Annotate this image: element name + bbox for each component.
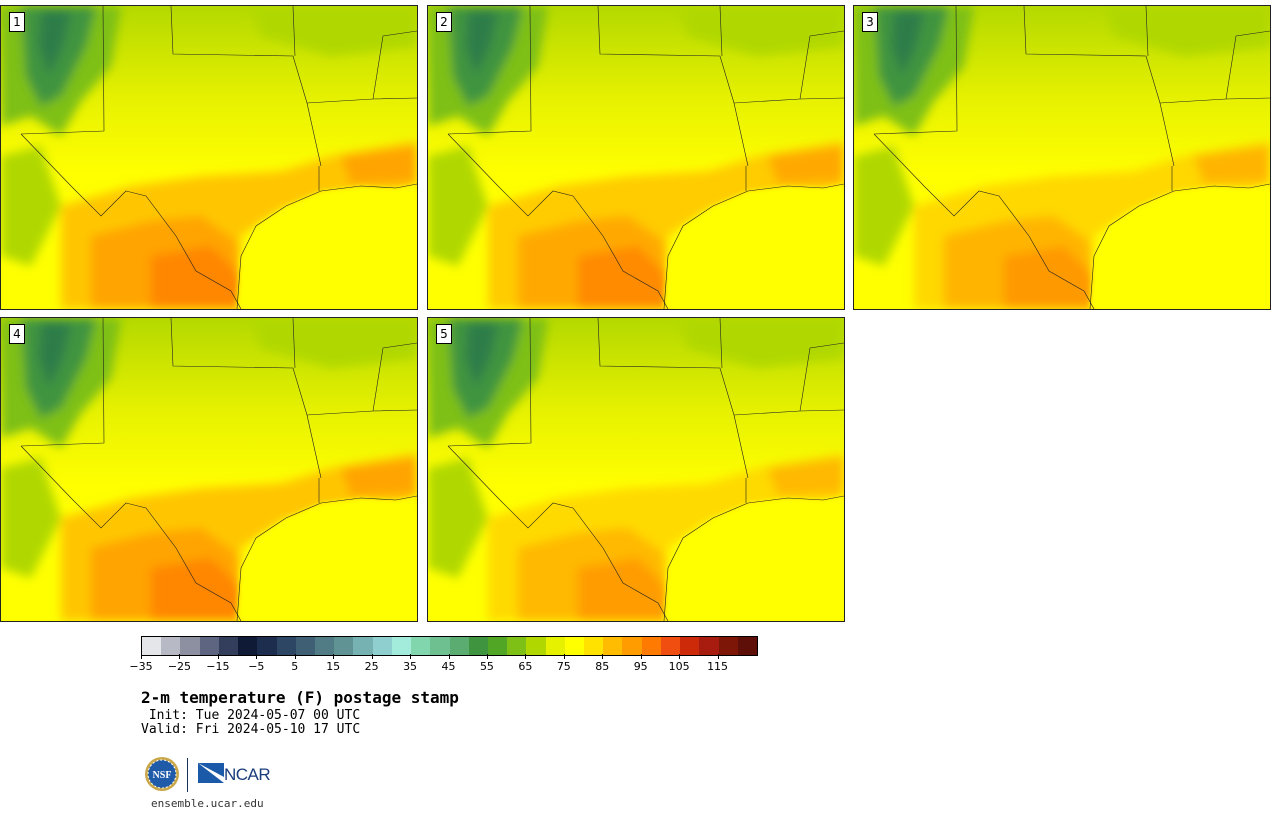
colorbar-tick [333,654,335,659]
colorbar-swatch [238,637,258,655]
init-time: Init: Tue 2024-05-07 00 UTC [141,708,361,723]
colorbar-swatch [487,637,508,655]
colorbar-tick-label: −35 [129,660,153,673]
colorbar-tick [640,654,642,659]
colorbar-swatch [526,637,546,655]
colorbar-tick-label: 15 [326,660,341,673]
colorbar-swatch [161,637,181,655]
colorbar-tick [602,654,604,659]
colorbar [141,636,758,656]
member-number: 4 [9,324,25,344]
colorbar-swatch [257,637,277,655]
colorbar-tick [141,654,142,659]
colorbar-swatch [718,637,738,655]
colorbar-tick-label: 75 [556,660,571,673]
nsf-text: NSF [153,770,172,781]
colorbar-swatch [507,637,527,655]
member-panel-4: 4 [0,317,418,622]
colorbar-swatch [622,637,642,655]
colorbar-ticks: −35 −25 −15 −5 5 15 25 35 45 55 65 75 85 95 105 115 [129,654,758,674]
colorbar-swatch [218,637,239,655]
colorbar-swatch [372,637,392,655]
colorbar-tick [179,654,181,659]
colorbar-swatch [295,637,315,655]
colorbar-swatch [680,637,700,655]
colorbar-tick-label: 25 [364,660,379,673]
colorbar-swatch [737,637,757,655]
colorbar-tick-label: 45 [441,660,456,673]
temperature-map [1,6,417,309]
colorbar-tick-label: 65 [518,660,533,673]
member-panel-1: 1 [0,5,418,310]
colorbar-tick-label: −5 [248,660,265,673]
nsf-logo-icon: NSF [145,757,179,791]
colorbar-tick [717,654,719,659]
colorbar-tick [525,654,527,659]
colorbar-swatch [699,637,719,655]
colorbar-tick [679,654,681,659]
colorbar-tick-label: −15 [206,660,230,673]
colorbar-swatch [603,637,623,655]
valid-time: Valid: Fri 2024-05-10 17 UTC [141,722,361,737]
footer-url: ensemble.ucar.edu [151,797,264,810]
colorbar-tick-label: 95 [633,660,648,673]
colorbar-tick [486,654,488,659]
colorbar-tick [410,654,412,659]
colorbar-tick-label: −25 [167,660,192,673]
colorbar-tick-label: 5 [291,660,299,673]
colorbar-swatch [564,637,585,655]
member-number: 2 [436,12,452,32]
colorbar-swatch [180,637,200,655]
colorbar-tick [217,654,219,659]
colorbar-swatch [142,637,162,655]
colorbar-tick-label: 55 [479,660,494,673]
colorbar-swatch [641,637,661,655]
logos: NSF NCAR [144,756,284,796]
colorbar-swatch [353,637,373,655]
colorbar-swatch [391,637,412,655]
member-panel-5: 5 [427,317,845,622]
member-number: 5 [436,324,452,344]
colorbar-tick-label: 85 [595,660,610,673]
ncar-mark-icon [198,763,224,783]
colorbar-swatch [199,637,219,655]
colorbar-tick-label: 35 [403,660,418,673]
colorbar-swatch [411,637,431,655]
colorbar-tick [294,654,296,659]
member-panel-3: 3 [853,5,1271,310]
colorbar-tick [563,654,565,659]
colorbar-swatch [430,637,450,655]
colorbar-swatch [314,637,335,655]
colorbar-tick [448,654,450,659]
colorbar-swatch [468,637,488,655]
member-panel-2: 2 [427,5,845,310]
logo-divider [187,758,188,792]
chart-title: 2-m temperature (F) postage stamp [141,688,459,707]
colorbar-swatch [545,637,565,655]
temperature-map [1,318,417,621]
temperature-map [428,6,844,309]
ncar-logo-text: NCAR [224,765,271,784]
colorbar-swatch [276,637,296,655]
member-number: 1 [9,12,25,32]
colorbar-swatch [449,637,469,655]
colorbar-tick [371,654,373,659]
colorbar-tick [256,654,258,659]
member-number: 3 [862,12,878,32]
colorbar-swatch [334,637,354,655]
temperature-map [428,318,844,621]
colorbar-tick-label: 105 [668,660,690,673]
colorbar-swatch [660,637,681,655]
temperature-map [854,6,1270,309]
colorbar-tick-label: 115 [707,660,729,673]
colorbar-swatch [584,637,604,655]
